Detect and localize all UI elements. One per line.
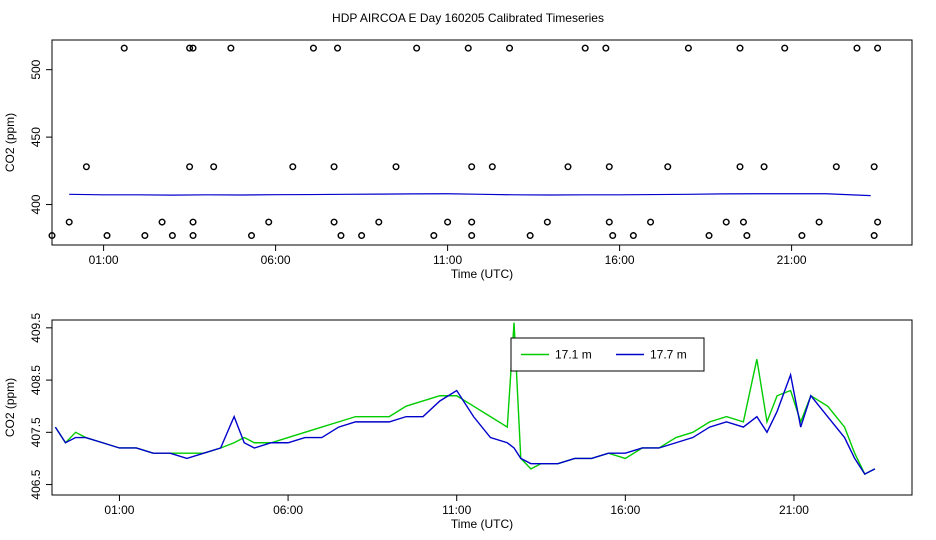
data-point [358,232,366,240]
data-point [647,218,655,226]
y-tick-label: 408.5 [29,365,43,395]
data-point [334,44,342,52]
data-point [870,163,878,171]
data-point [739,218,747,226]
y-tick-label: 407.5 [29,417,43,447]
data-point [488,163,496,171]
data-point [605,218,613,226]
x-tick-label: 21:00 [779,503,809,517]
data-point [309,44,317,52]
data-point [874,44,882,52]
data-point [82,163,90,171]
y-axis-label: CO2 (ppm) [3,113,17,172]
x-tick-label: 16:00 [610,503,640,517]
data-point [468,232,476,240]
y-tick-label: 400 [29,194,43,214]
y-tick-label: 500 [29,59,43,79]
data-point [781,44,789,52]
data-point [581,44,589,52]
data-point [189,232,197,240]
data-point [444,218,452,226]
data-point [189,44,197,52]
data-point [464,44,472,52]
data-point [168,232,176,240]
data-point [564,163,572,171]
data-point [798,232,806,240]
data-point [629,232,637,240]
x-tick-label: 21:00 [777,253,807,267]
data-point [468,218,476,226]
y-tick-label: 406.5 [29,469,43,499]
data-point [705,232,713,240]
x-tick-label: 11:00 [433,253,462,267]
data-point [189,218,197,226]
data-point [227,44,235,52]
series-line-blue [54,372,876,476]
data-point [330,218,338,226]
data-point [526,232,534,240]
data-point [103,232,111,240]
x-tick-label: 06:00 [273,503,303,517]
data-point [186,163,194,171]
series-line-green [54,322,876,476]
x-axis-label: Time (UTC) [451,517,513,531]
data-point [468,163,476,171]
data-point [289,163,297,171]
data-point [210,163,218,171]
legend-label: 17.7 m [650,348,687,362]
x-tick-label: 01:00 [104,503,134,517]
data-point [186,44,194,52]
data-point [664,163,672,171]
data-point [430,232,438,240]
data-point [141,232,149,240]
y-tick-label: 409.5 [29,312,43,342]
data-point [248,232,256,240]
data-point [543,218,551,226]
data-point [506,44,514,52]
data-point [602,44,610,52]
data-point [65,218,73,226]
data-point [684,44,692,52]
data-point [120,44,128,52]
data-point [736,163,744,171]
data-point [722,218,730,226]
y-axis-label: CO2 (ppm) [3,378,17,437]
legend-label: 17.1 m [555,348,592,362]
x-tick-label: 01:00 [89,253,119,267]
data-point [870,232,878,240]
data-point [832,163,840,171]
data-point [158,218,166,226]
data-point [853,44,861,52]
data-point [48,232,56,240]
x-tick-label: 11:00 [442,503,471,517]
data-point [760,163,768,171]
y-tick-label: 450 [29,127,43,147]
data-point [330,163,338,171]
data-point [874,218,882,226]
plot-frame [51,319,913,496]
series-line-blue [69,193,871,197]
x-tick-label: 06:00 [261,253,291,267]
data-point [743,232,751,240]
page-title: HDP AIRCOA E Day 160205 Calibrated Times… [332,11,604,25]
data-point [265,218,273,226]
data-point [609,232,617,240]
top-panel-scatter: 01:00 06:00 11:00 16:00 21:00 400 450 500 Time (… [3,39,913,281]
data-point [413,44,421,52]
bottom-panel-line: 01:00 06:00 11:00 16:00 21:00 406.5 407.5 408.5… [3,312,913,531]
data-point [392,163,400,171]
data-point [375,218,383,226]
x-tick-label: 16:00 [605,253,635,267]
data-point [736,44,744,52]
data-point [605,163,613,171]
data-point [337,232,345,240]
plot-frame [51,39,913,246]
x-axis-label: Time (UTC) [451,267,513,281]
data-point [815,218,823,226]
